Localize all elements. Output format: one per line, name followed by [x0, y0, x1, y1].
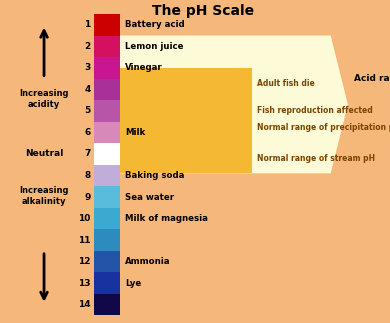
Bar: [94, 36, 121, 57]
Bar: [120, 100, 252, 122]
Bar: [94, 122, 121, 143]
Bar: [94, 294, 121, 316]
Bar: [94, 251, 121, 272]
Text: 9: 9: [84, 193, 90, 202]
Text: 2: 2: [84, 42, 90, 51]
Text: 1: 1: [84, 20, 90, 29]
Text: Lye: Lye: [126, 279, 142, 288]
Text: Adult fish die: Adult fish die: [257, 79, 315, 89]
Bar: [94, 208, 121, 229]
Polygon shape: [120, 36, 348, 173]
Text: The pH Scale: The pH Scale: [152, 4, 254, 18]
Text: 14: 14: [78, 300, 90, 309]
Bar: [94, 229, 121, 251]
Text: Normal range of stream pH: Normal range of stream pH: [257, 154, 375, 163]
Bar: [94, 272, 121, 294]
Text: Battery acid: Battery acid: [126, 20, 185, 29]
Bar: [94, 100, 121, 122]
Text: Vinegar: Vinegar: [126, 63, 163, 72]
Text: Normal range of precipitation pH: Normal range of precipitation pH: [257, 122, 390, 131]
Text: 7: 7: [84, 150, 90, 159]
Text: Lemon juice: Lemon juice: [126, 42, 184, 51]
Text: Neutral: Neutral: [25, 150, 63, 159]
Bar: [120, 143, 252, 173]
Bar: [94, 186, 121, 208]
Text: Increasing
alkalinity: Increasing alkalinity: [19, 186, 69, 206]
Text: 3: 3: [84, 63, 90, 72]
Text: 11: 11: [78, 235, 90, 245]
Text: Fish reproduction affected: Fish reproduction affected: [257, 106, 373, 115]
Bar: [94, 165, 121, 186]
Text: Increasing
acidity: Increasing acidity: [19, 89, 69, 109]
Text: 4: 4: [84, 85, 90, 94]
Bar: [94, 57, 121, 78]
Text: 5: 5: [84, 106, 90, 115]
Bar: [120, 68, 252, 100]
Bar: [94, 143, 121, 165]
Text: 8: 8: [84, 171, 90, 180]
Text: Baking soda: Baking soda: [126, 171, 185, 180]
Text: Ammonia: Ammonia: [126, 257, 171, 266]
Bar: [94, 14, 121, 36]
Text: 12: 12: [78, 257, 90, 266]
Text: Milk: Milk: [126, 128, 146, 137]
Text: 10: 10: [78, 214, 90, 223]
Bar: [94, 78, 121, 100]
Text: 6: 6: [84, 128, 90, 137]
Bar: [120, 122, 252, 143]
Text: Acid rain: Acid rain: [354, 74, 390, 83]
Text: Sea water: Sea water: [126, 193, 175, 202]
Text: Milk of magnesia: Milk of magnesia: [126, 214, 208, 223]
Text: 13: 13: [78, 279, 90, 288]
